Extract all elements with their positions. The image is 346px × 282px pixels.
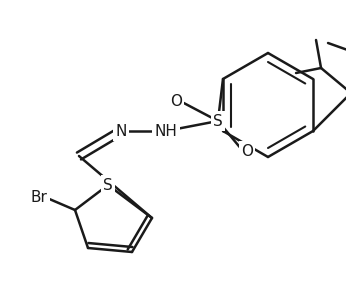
Text: Br: Br [30, 191, 47, 206]
Text: O: O [241, 144, 253, 158]
Text: S: S [103, 177, 113, 193]
Text: N: N [115, 124, 127, 138]
Text: S: S [213, 113, 223, 129]
Text: NH: NH [155, 124, 177, 138]
Text: O: O [170, 94, 182, 109]
